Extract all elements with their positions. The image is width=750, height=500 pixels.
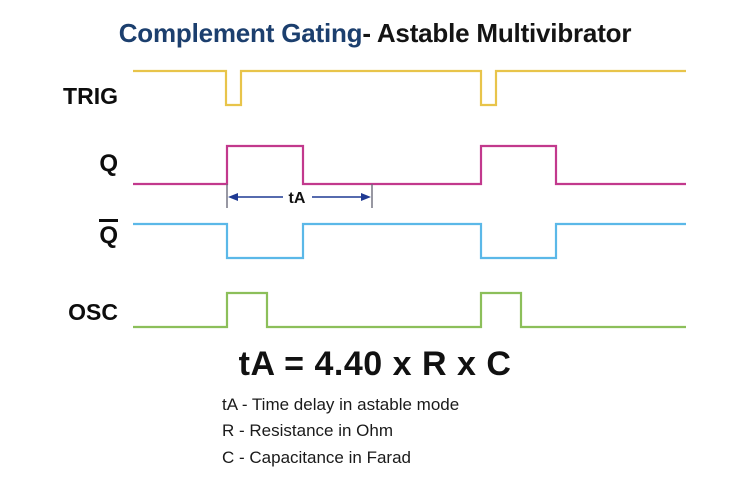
waveform-q xyxy=(133,144,686,186)
legend-line-ta: tA - Time delay in astable mode xyxy=(222,395,460,414)
signal-label-trig: TRIG xyxy=(18,85,118,108)
title-highlight: Complement Gating xyxy=(118,18,363,48)
legend-block: tA - Time delay in astable mode R - Resi… xyxy=(222,392,642,471)
waveform-canvas: tA xyxy=(0,55,750,345)
signal-label-osc: OSC xyxy=(18,301,118,324)
waveform-qbar xyxy=(133,222,686,260)
signal-label-qbar-text: Q xyxy=(99,219,118,248)
signal-label-osc-text: OSC xyxy=(68,299,118,325)
ta-label: tA xyxy=(289,190,306,207)
title-rest: - Astable Multivibrator xyxy=(362,18,632,48)
ta-arrow-left-head xyxy=(228,193,238,201)
legend-line-r: R - Resistance in Ohm xyxy=(222,421,393,441)
legend-line-c: C - Capacitance in Farad xyxy=(222,447,411,467)
waveform-trig xyxy=(133,69,686,107)
signal-label-qbar: Q xyxy=(18,219,118,248)
signal-label-q-text: Q xyxy=(99,150,118,177)
signal-label-trig-text: TRIG xyxy=(63,83,118,109)
ta-arrow-right-head xyxy=(361,193,371,201)
page-title: Complement Gating- Astable Multivibrator xyxy=(0,18,750,49)
waveform-osc xyxy=(133,291,686,329)
formula-text: tA = 4.40 x R x C xyxy=(238,345,512,383)
signal-label-q: Q xyxy=(18,152,118,176)
ta-dimension-annotation: tA xyxy=(226,184,373,208)
